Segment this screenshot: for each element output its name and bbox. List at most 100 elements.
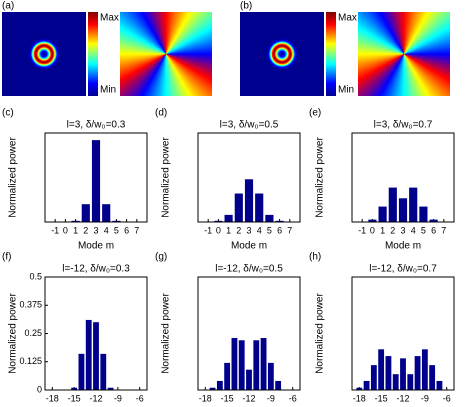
- bar: [429, 219, 438, 222]
- x-tick-label: 3: [400, 225, 405, 235]
- panel-label: (b): [240, 1, 252, 12]
- bar: [275, 220, 284, 222]
- bar: [378, 206, 387, 222]
- bar: [429, 365, 436, 390]
- x-tick-label: -9: [114, 393, 122, 403]
- bar: [78, 353, 85, 390]
- chart-title: l=3, δ/w₀=0.7: [374, 120, 433, 131]
- bar: [267, 362, 274, 390]
- y-tick-label: 0.5: [29, 271, 42, 281]
- bar: [93, 322, 99, 390]
- bar: [107, 387, 114, 390]
- y-axis-label: Normalized power: [315, 137, 326, 218]
- y-tick-label: 0.375: [19, 300, 42, 310]
- chart-title: l=-12, δ/w₀=0.7: [369, 264, 437, 275]
- plot-frame: [44, 276, 148, 391]
- x-tick-label: 6: [431, 225, 436, 235]
- chart-title: l=3, δ/w₀=0.5: [220, 120, 279, 131]
- bar: [234, 193, 243, 222]
- x-tick-label: -12: [242, 393, 255, 403]
- x-tick-label: 0: [216, 225, 221, 235]
- bar: [102, 204, 111, 222]
- y-axis-label: Normalized power: [161, 137, 172, 218]
- bar: [392, 374, 399, 390]
- bar: [370, 365, 377, 390]
- y-axis-label: Normalized power: [315, 293, 326, 374]
- x-tick-label: -6: [289, 393, 297, 403]
- bar: [388, 187, 397, 222]
- colorbar-max: Max: [338, 13, 357, 24]
- x-tick-label: -9: [421, 393, 429, 403]
- x-tick-label: 1: [226, 225, 231, 235]
- phase-image: [120, 12, 212, 96]
- chart-title: l=3, δ/w₀=0.3: [67, 120, 126, 131]
- bar: [91, 140, 101, 222]
- bar: [255, 193, 264, 222]
- x-tick-label: -6: [443, 393, 451, 403]
- panel-label: (h): [309, 252, 321, 263]
- bar: [214, 220, 223, 222]
- phase-image: [358, 12, 450, 96]
- x-tick-label: 2: [83, 225, 88, 235]
- plot-frame: [351, 276, 455, 391]
- bar: [378, 349, 385, 390]
- y-axis-label: Normalized power: [161, 293, 172, 374]
- colorbar-max: Max: [100, 13, 119, 24]
- x-axis-label: Mode m: [78, 241, 114, 252]
- bar: [209, 387, 216, 390]
- y-axis-label: Normalized power: [8, 137, 19, 218]
- bar: [409, 187, 418, 222]
- bar: [100, 353, 107, 390]
- x-tick-label: 0: [370, 225, 375, 235]
- x-tick-label: 3: [93, 225, 98, 235]
- bar: [421, 349, 428, 390]
- bar: [246, 369, 252, 390]
- colorbar-min: Min: [338, 85, 354, 96]
- panel-label: (d): [155, 108, 167, 119]
- x-tick-label: -18: [353, 393, 366, 403]
- x-tick-label: -15: [68, 393, 81, 403]
- panel-label: (g): [155, 252, 167, 263]
- bar: [71, 387, 78, 390]
- x-tick-label: 6: [124, 225, 129, 235]
- x-tick-label: 5: [421, 225, 426, 235]
- colorbar: [326, 12, 336, 96]
- y-axis-label: Normalized power: [8, 293, 19, 374]
- x-tick-label: 6: [277, 225, 282, 235]
- bar: [407, 374, 414, 390]
- y-tick-label: 0.25: [24, 328, 42, 338]
- x-tick-label: -12: [396, 393, 409, 403]
- x-tick-label: 5: [114, 225, 119, 235]
- bar: [368, 219, 377, 222]
- intensity-image: [2, 12, 86, 96]
- bar: [265, 214, 274, 222]
- bar: [436, 380, 443, 390]
- bar: [363, 380, 370, 390]
- bar: [414, 356, 421, 390]
- bar: [224, 362, 231, 390]
- x-tick-label: 7: [441, 225, 446, 235]
- bar: [419, 206, 428, 222]
- x-tick-label: 2: [236, 225, 241, 235]
- bar: [244, 179, 254, 222]
- chart-title: l=-12, δ/w₀=0.5: [215, 264, 283, 275]
- x-tick-label: -18: [46, 393, 59, 403]
- y-tick-label: 0.125: [19, 356, 42, 366]
- bar: [260, 338, 267, 390]
- x-tick-label: 0: [63, 225, 68, 235]
- x-tick-label: 3: [246, 225, 251, 235]
- colorbar: [88, 12, 98, 96]
- x-tick-label: 7: [287, 225, 292, 235]
- panel-label: (f): [2, 252, 11, 263]
- bar: [400, 358, 406, 390]
- panel-label: (e): [309, 108, 321, 119]
- x-tick-label: -18: [199, 393, 212, 403]
- x-tick-label: -12: [89, 393, 102, 403]
- panel-label: (c): [2, 108, 14, 119]
- x-tick-label: -1: [358, 225, 366, 235]
- x-axis-label: Mode m: [231, 241, 267, 252]
- bar: [71, 220, 80, 222]
- bar: [253, 340, 260, 390]
- x-tick-label: -9: [267, 393, 275, 403]
